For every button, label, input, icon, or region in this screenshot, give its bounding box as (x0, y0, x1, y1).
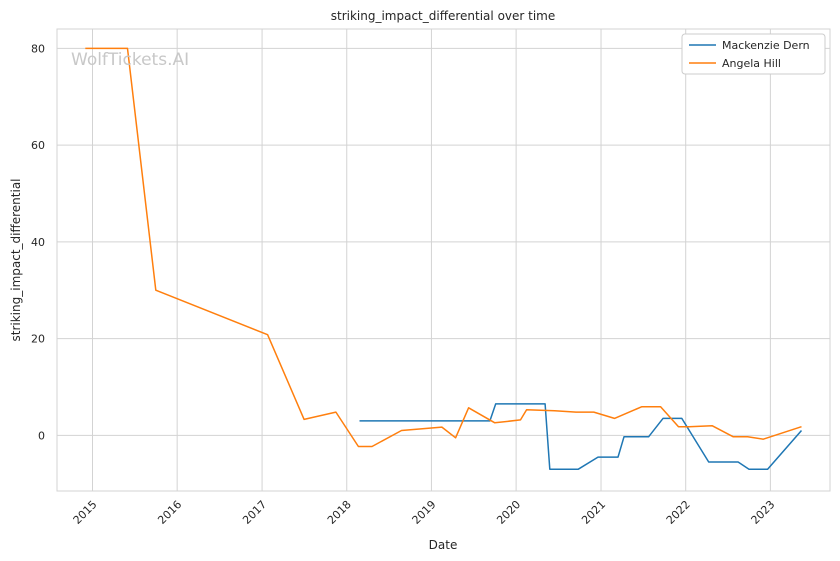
series-layer (85, 47, 803, 470)
y-tick-label: 80 (31, 42, 45, 55)
y-tick-label: 20 (31, 333, 45, 346)
y-tick-label: 60 (31, 139, 45, 152)
chart-title: striking_impact_differential over time (331, 9, 556, 23)
x-axis-label: Date (429, 538, 458, 552)
watermark: WolfTickets.AI (71, 50, 189, 70)
y-gridlines (57, 47, 830, 436)
plot-area (56, 28, 831, 492)
legend: Mackenzie Dern Angela Hill (681, 33, 826, 75)
legend-label-mackenzie-dern: Mackenzie Dern (722, 39, 810, 52)
y-tick-label: 0 (38, 429, 45, 442)
legend-box (681, 33, 826, 75)
series-line-mackenzie-dern (359, 403, 803, 470)
y-axis-label: striking_impact_differential (9, 178, 23, 341)
legend-label-angela-hill: Angela Hill (722, 57, 781, 70)
y-tick-label: 40 (31, 236, 45, 249)
series-line-angela-hill (85, 47, 802, 448)
y-tick-labels: 0 20 40 60 80 (31, 42, 45, 442)
